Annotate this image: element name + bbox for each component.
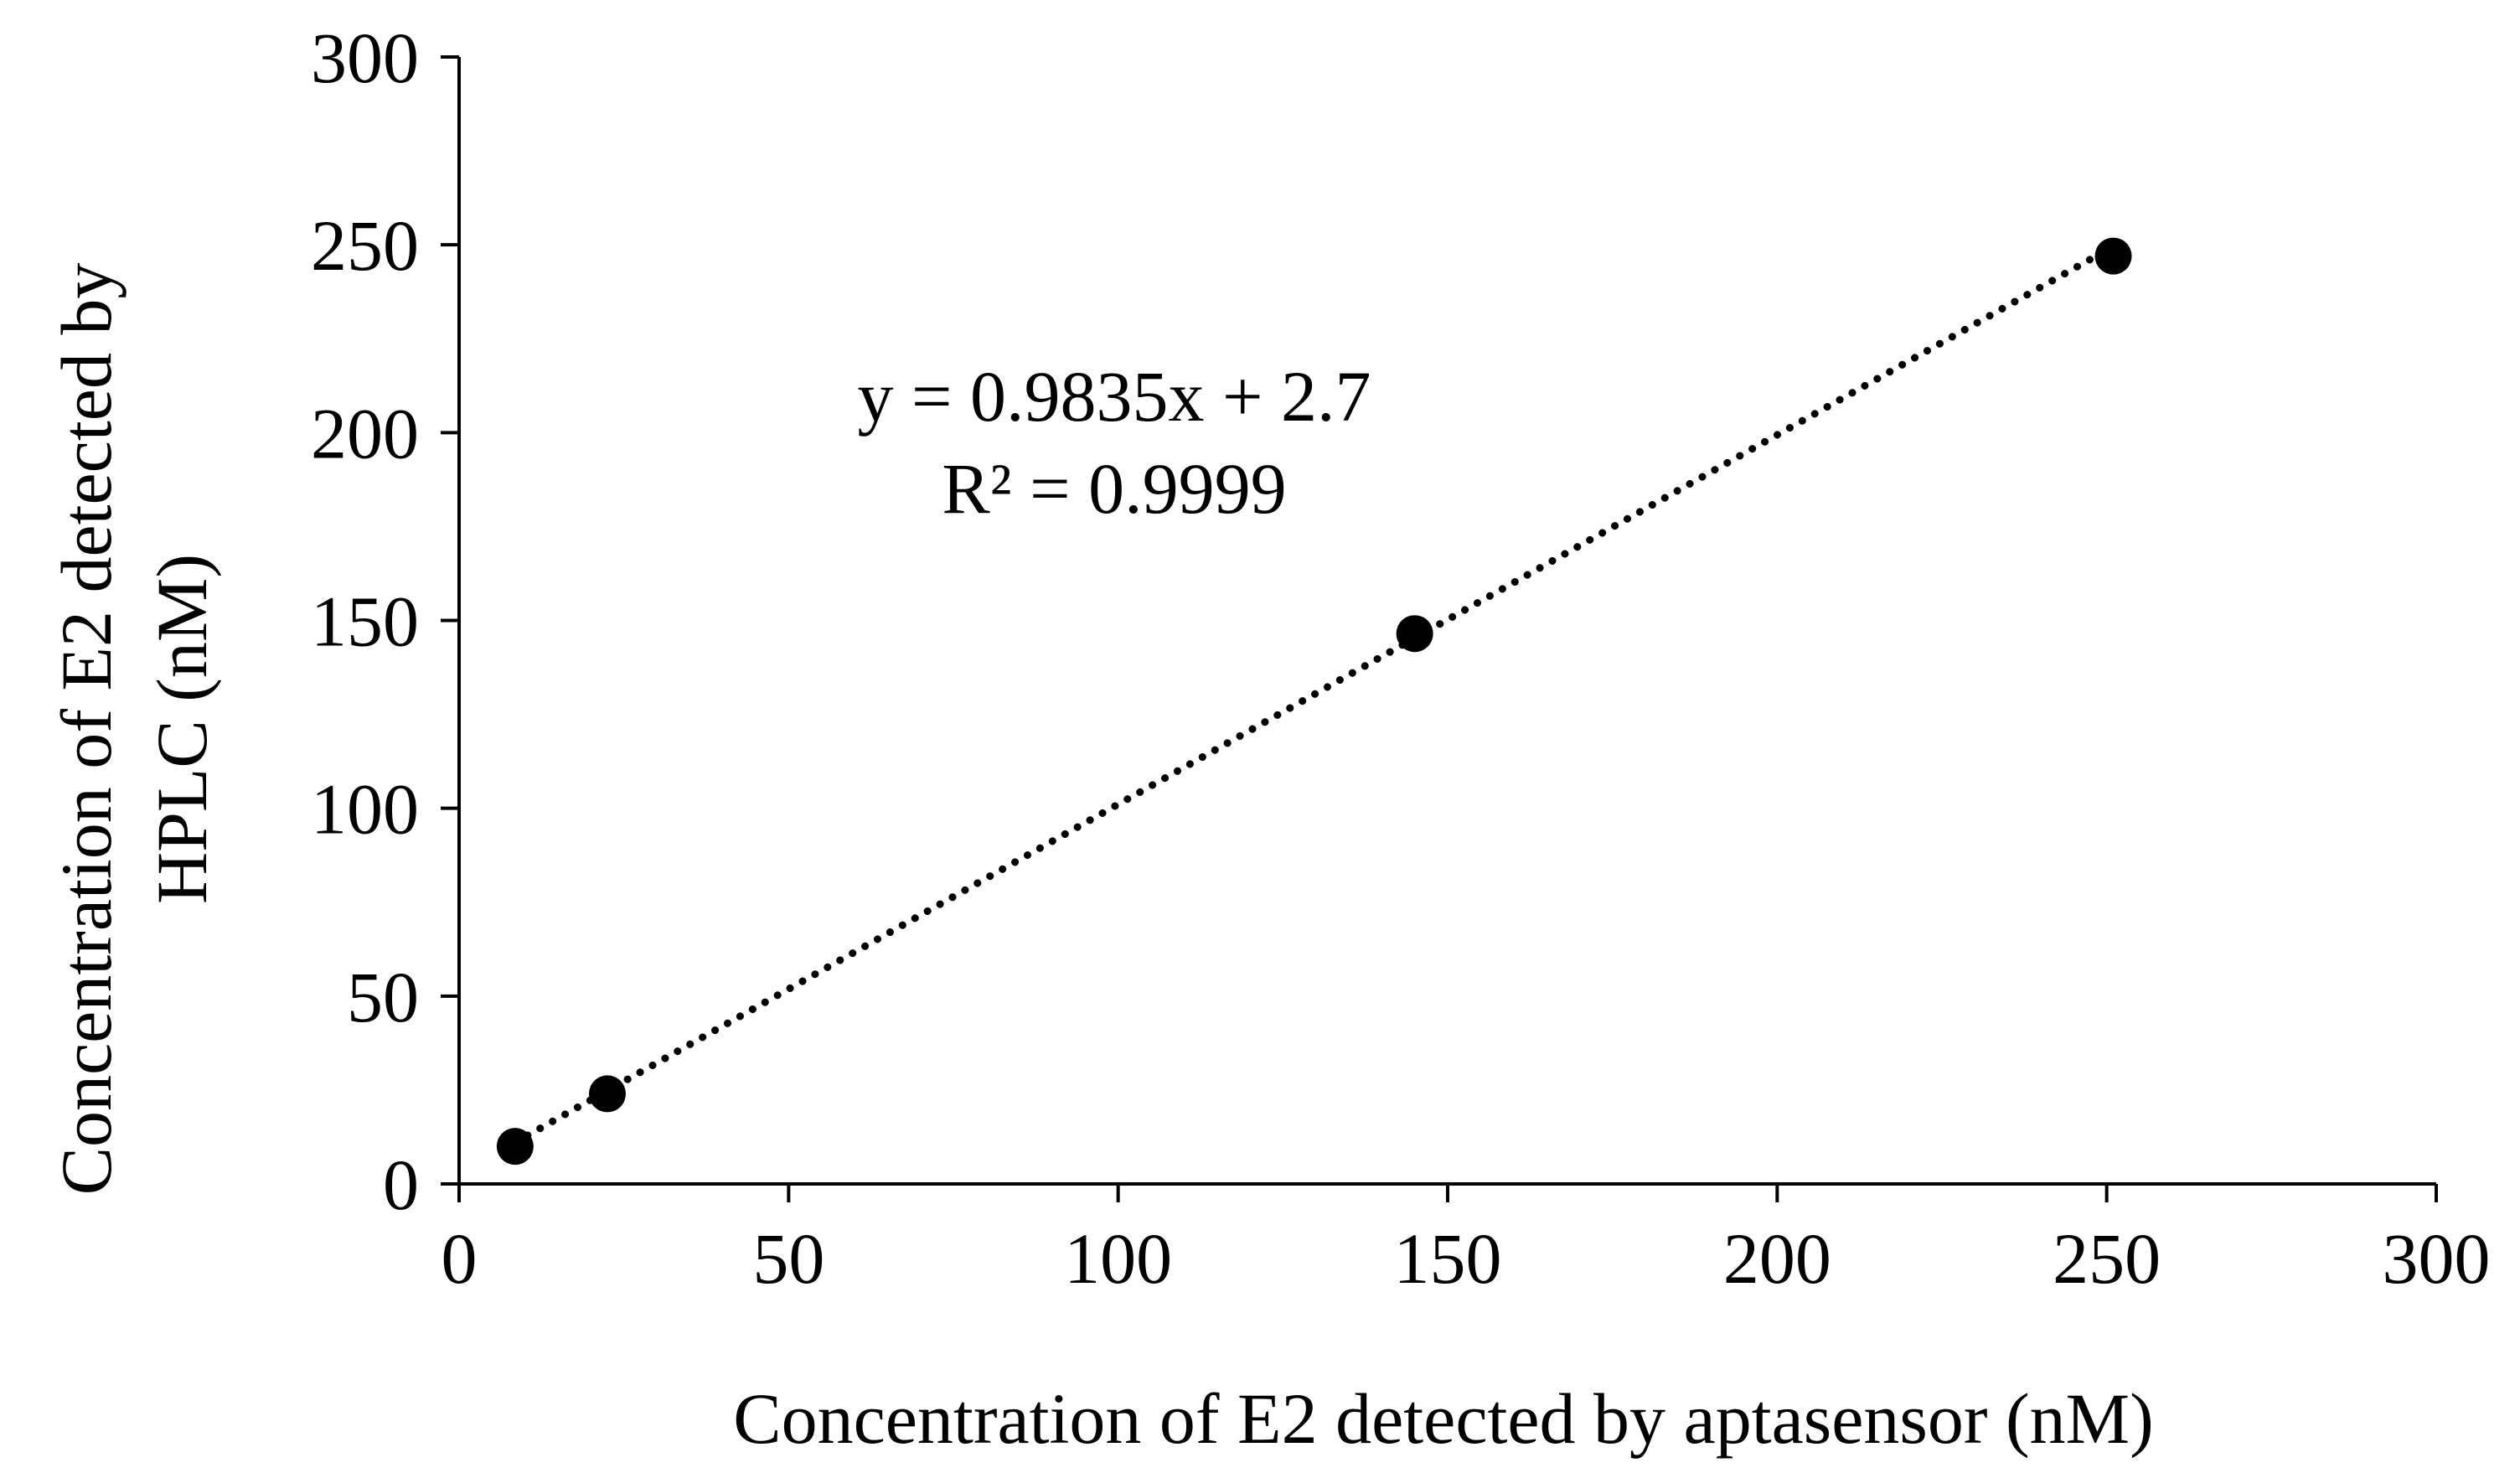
y-axis-title-line-2: HPLC (nM) bbox=[142, 554, 222, 904]
data-point bbox=[589, 1075, 626, 1113]
x-tick-label: 250 bbox=[2053, 1218, 2161, 1299]
data-point bbox=[496, 1128, 534, 1165]
axes: 0 50 100 150 200 250 300 0 50 100 150 200 250 300 bbox=[311, 18, 2491, 1299]
y-tick-label: 50 bbox=[347, 957, 419, 1037]
trendline-equation: y = 0.9835x + 2.7 bbox=[857, 356, 1371, 437]
y-tick-label: 250 bbox=[311, 205, 419, 286]
x-tick-label: 300 bbox=[2383, 1218, 2491, 1299]
x-axis-title: Concentration of E2 detected by aptasens… bbox=[733, 1378, 2154, 1459]
y-tick-label: 0 bbox=[383, 1145, 419, 1225]
data-point bbox=[2094, 237, 2132, 275]
y-tick-label: 300 bbox=[311, 18, 419, 98]
data-points bbox=[496, 237, 2132, 1165]
y-axis-title-line-1: Concentration of E2 detected by bbox=[46, 263, 127, 1196]
y-tick-label: 150 bbox=[311, 581, 419, 662]
annotations: y = 0.9835x + 2.7 R² = 0.9999 bbox=[857, 356, 1371, 529]
x-tick-label: 0 bbox=[442, 1218, 478, 1299]
trendline-group bbox=[511, 242, 2118, 1146]
y-axis-ticks: 0 50 100 150 200 250 300 bbox=[311, 18, 459, 1225]
r-squared-label: R² = 0.9999 bbox=[942, 448, 1286, 529]
axis-titles: Concentration of E2 detected by aptasens… bbox=[46, 263, 2154, 1459]
x-tick-label: 100 bbox=[1064, 1218, 1172, 1299]
x-tick-label: 50 bbox=[752, 1218, 824, 1299]
x-axis-ticks: 0 50 100 150 200 250 300 bbox=[442, 1184, 2491, 1299]
trendline bbox=[511, 242, 2118, 1146]
data-point bbox=[1396, 615, 1433, 653]
y-tick-label: 200 bbox=[311, 393, 419, 473]
x-tick-label: 200 bbox=[1723, 1218, 1831, 1299]
x-tick-label: 150 bbox=[1394, 1218, 1502, 1299]
y-tick-label: 100 bbox=[311, 769, 419, 850]
